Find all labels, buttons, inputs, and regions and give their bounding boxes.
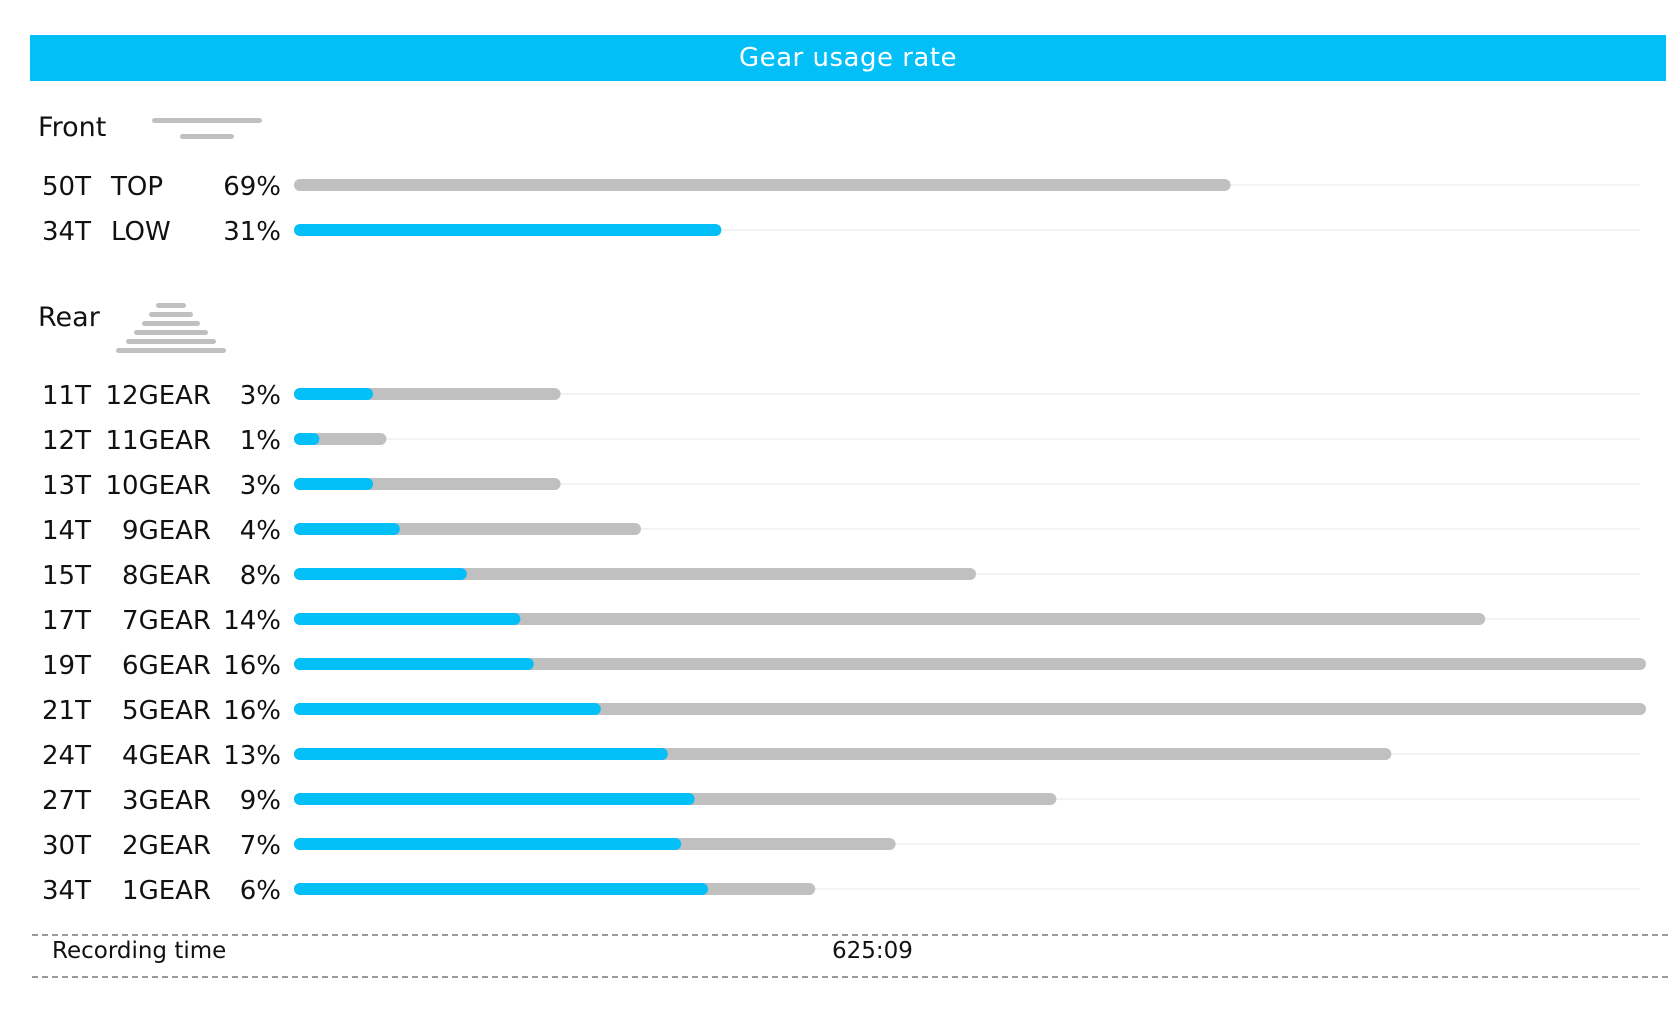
rear-percent-label-1: 1% <box>240 426 281 456</box>
front-gear-label-1: LOW <box>111 217 171 247</box>
front-chainring-icon <box>152 118 264 142</box>
rear-teeth-label-4: 15T <box>42 561 91 591</box>
rear-teeth-label-3: 14T <box>42 516 91 546</box>
rear-gear-label-8: 4GEAR <box>122 741 211 771</box>
rear-gear-label-0: 12GEAR <box>105 381 211 411</box>
rear-gear-label-10: 2GEAR <box>122 831 211 861</box>
rear-percent-label-5: 14% <box>223 606 281 636</box>
rear-gear-label-3: 9GEAR <box>122 516 211 546</box>
rear-gear-label-7: 5GEAR <box>122 696 211 726</box>
rear-percent-label-11: 6% <box>240 876 281 906</box>
rear-teeth-label-2: 13T <box>42 471 91 501</box>
rear-gear-label-4: 8GEAR <box>122 561 211 591</box>
rear-gear-label-5: 7GEAR <box>122 606 211 636</box>
divider-bottom <box>32 976 1668 978</box>
rear-percent-label-4: 8% <box>240 561 281 591</box>
rear-teeth-label-0: 11T <box>42 381 91 411</box>
rear-teeth-label-6: 19T <box>42 651 91 681</box>
rear-gear-label-9: 3GEAR <box>122 786 211 816</box>
front-percent-label-0: 69% <box>223 172 281 202</box>
rear-teeth-label-8: 24T <box>42 741 91 771</box>
rear-section-label: Rear <box>38 302 100 333</box>
rear-percent-label-8: 13% <box>223 741 281 771</box>
rear-gear-label-11: 1GEAR <box>122 876 211 906</box>
rear-percent-label-10: 7% <box>240 831 281 861</box>
front-percent-label-1: 31% <box>223 217 281 247</box>
rear-percent-label-7: 16% <box>223 696 281 726</box>
rear-gear-label-1: 11GEAR <box>105 426 211 456</box>
rear-teeth-label-5: 17T <box>42 606 91 636</box>
rear-percent-label-0: 3% <box>240 381 281 411</box>
rear-percent-label-9: 9% <box>240 786 281 816</box>
front-teeth-label-0: 50T <box>42 172 91 202</box>
rear-teeth-label-11: 34T <box>42 876 91 906</box>
chart-title: Gear usage rate <box>30 35 1666 81</box>
rear-teeth-label-10: 30T <box>42 831 91 861</box>
front-gear-label-0: TOP <box>110 172 163 202</box>
divider-top <box>32 934 1668 936</box>
rear-gear-label-2: 10GEAR <box>105 471 211 501</box>
rear-cassette-icon <box>116 303 228 355</box>
rear-percent-label-2: 3% <box>240 471 281 501</box>
rear-percent-label-3: 4% <box>240 516 281 546</box>
rear-teeth-label-7: 21T <box>42 696 91 726</box>
rear-gear-label-6: 6GEAR <box>122 651 211 681</box>
rear-teeth-label-1: 12T <box>42 426 91 456</box>
recording-time-label: Recording time <box>52 938 227 964</box>
front-teeth-label-1: 34T <box>42 217 91 247</box>
rear-percent-label-6: 16% <box>223 651 281 681</box>
rear-teeth-label-9: 27T <box>42 786 91 816</box>
front-section-label: Front <box>38 112 107 143</box>
recording-time-value: 625:09 <box>832 938 913 964</box>
